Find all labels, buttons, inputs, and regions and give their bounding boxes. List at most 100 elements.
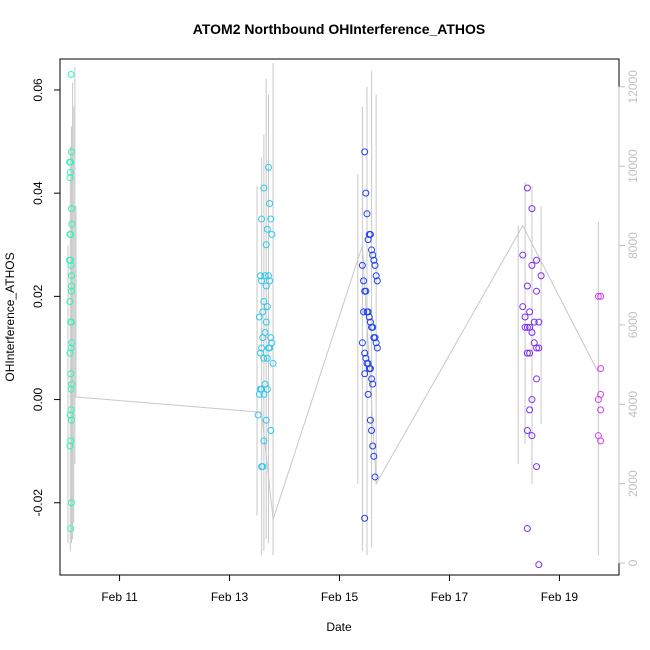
data-point bbox=[523, 282, 531, 290]
data-point bbox=[66, 349, 74, 357]
data-point bbox=[365, 313, 373, 321]
data-point bbox=[528, 396, 536, 404]
data-point bbox=[66, 411, 74, 419]
data-point bbox=[366, 230, 374, 238]
y2-axis: 0 2000 4000 6000 8000 10000 12000 bbox=[618, 70, 640, 566]
data-point bbox=[260, 184, 268, 192]
data-point bbox=[523, 427, 531, 435]
data-point bbox=[533, 344, 541, 352]
data-point bbox=[262, 416, 270, 424]
data-point bbox=[369, 380, 377, 388]
data-point bbox=[259, 463, 267, 471]
data-point bbox=[366, 416, 374, 424]
data-point bbox=[528, 432, 536, 440]
data-point bbox=[263, 354, 271, 362]
y-axis: -0.02 0.00 0.02 0.04 0.06 bbox=[31, 78, 61, 516]
data-point bbox=[67, 370, 75, 378]
data-point bbox=[67, 499, 75, 507]
y2-tick-label: 0 bbox=[626, 559, 640, 566]
data-point bbox=[530, 318, 538, 326]
data-point bbox=[264, 272, 272, 280]
y2-tick-label: 2000 bbox=[626, 470, 640, 497]
data-point bbox=[371, 334, 379, 342]
data-point bbox=[66, 442, 74, 450]
data-point bbox=[68, 339, 76, 347]
data-point bbox=[368, 246, 376, 254]
data-point bbox=[597, 437, 605, 445]
data-point bbox=[528, 205, 536, 213]
data-point bbox=[259, 308, 267, 316]
data-point bbox=[67, 437, 75, 445]
y-tick-label: 0.00 bbox=[31, 388, 45, 412]
data-point bbox=[528, 261, 536, 269]
data-point bbox=[67, 272, 75, 280]
data-point bbox=[260, 437, 268, 445]
data-point bbox=[526, 349, 534, 357]
data-point bbox=[268, 230, 276, 238]
data-point bbox=[263, 225, 271, 233]
data-point bbox=[255, 313, 263, 321]
data-point bbox=[262, 318, 270, 326]
data-point bbox=[523, 349, 531, 357]
data-point bbox=[535, 318, 543, 326]
data-point bbox=[528, 328, 536, 336]
data-point bbox=[67, 344, 75, 352]
data-point bbox=[67, 70, 75, 78]
y2-tick-label: 10000 bbox=[626, 149, 640, 183]
data-point bbox=[362, 189, 370, 197]
y2-tick-label: 6000 bbox=[626, 311, 640, 338]
data-point bbox=[263, 385, 271, 393]
y-tick-label: 0.06 bbox=[31, 78, 45, 102]
data-point bbox=[267, 215, 275, 223]
y-tick-label: 0.02 bbox=[31, 284, 45, 308]
data-point bbox=[594, 292, 602, 300]
x-tick-label: Feb 17 bbox=[431, 590, 469, 604]
y2-tick-label: 8000 bbox=[626, 232, 640, 259]
data-point bbox=[372, 272, 380, 280]
data-point bbox=[368, 375, 376, 383]
data-point bbox=[268, 339, 276, 347]
data-point bbox=[261, 272, 269, 280]
data-point bbox=[369, 442, 377, 450]
data-point bbox=[256, 349, 264, 357]
data-point bbox=[361, 349, 369, 357]
x-tick-label: Feb 19 bbox=[541, 590, 579, 604]
data-point bbox=[364, 308, 372, 316]
chart-title: ATOM2 Northbound OHInterference_ATHOS bbox=[193, 21, 485, 37]
data-point bbox=[67, 318, 75, 326]
data-point bbox=[67, 261, 75, 269]
data-point bbox=[269, 359, 277, 367]
data-point bbox=[267, 427, 275, 435]
data-point bbox=[594, 396, 602, 404]
data-point bbox=[368, 427, 376, 435]
data-point bbox=[258, 344, 266, 352]
data-point bbox=[597, 292, 605, 300]
data-point bbox=[68, 220, 76, 228]
data-point bbox=[66, 174, 74, 182]
data-point bbox=[67, 148, 75, 156]
data-point bbox=[362, 287, 370, 295]
data-point bbox=[267, 334, 275, 342]
data-point bbox=[358, 339, 366, 347]
data-point bbox=[256, 272, 264, 280]
data-point bbox=[262, 241, 270, 249]
data-point bbox=[67, 282, 75, 290]
data-point bbox=[370, 452, 378, 460]
data-point bbox=[535, 344, 543, 352]
data-point bbox=[260, 354, 268, 362]
data-point bbox=[537, 272, 545, 280]
data-point bbox=[371, 473, 379, 481]
data-point bbox=[369, 323, 377, 331]
data-point bbox=[260, 298, 268, 306]
data-point bbox=[361, 370, 369, 378]
data-point bbox=[366, 365, 374, 373]
data-point bbox=[360, 277, 368, 285]
data-point bbox=[370, 256, 378, 264]
data-point bbox=[361, 148, 369, 156]
data-point bbox=[526, 308, 534, 316]
y2-tick-label: 12000 bbox=[626, 70, 640, 104]
data-point bbox=[67, 385, 75, 393]
secondary-trend-line bbox=[69, 224, 599, 520]
data-point bbox=[254, 411, 262, 419]
